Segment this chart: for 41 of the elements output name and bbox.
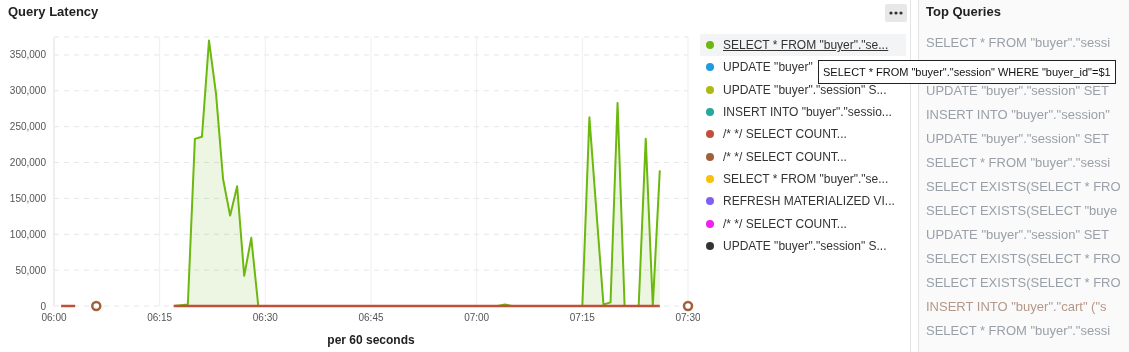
y-tick-label: 50,000 bbox=[15, 264, 47, 276]
legend-label: UPDATE "buyer"."session" S... bbox=[723, 238, 887, 253]
x-tick-label: 07:00 bbox=[464, 312, 490, 324]
text: INSERT INTO "buyer"."session" bbox=[926, 107, 1110, 122]
y-tick-label: 350,000 bbox=[9, 49, 47, 61]
text: SELECT * FROM "buyer"."sessi bbox=[926, 35, 1111, 50]
legend-label: REFRESH MATERIALIZED VI... bbox=[723, 194, 895, 209]
y-tick-label: 0 bbox=[40, 300, 47, 312]
chart-title: Query Latency bbox=[8, 4, 99, 19]
x-tick-label: 06:15 bbox=[147, 312, 173, 324]
y-tick-label: 200,000 bbox=[9, 157, 47, 169]
legend-label: UPDATE "buyer" bbox=[723, 60, 813, 75]
x-tick-label: 06:30 bbox=[252, 312, 279, 324]
legend-label: SELECT * FROM "buyer"."se... bbox=[723, 171, 889, 186]
legend-label: /* */ SELECT COUNT... bbox=[723, 149, 847, 164]
y-tick-label: 100,000 bbox=[9, 228, 47, 240]
legend-label: /* */ SELECT COUNT... bbox=[723, 216, 847, 231]
text: UPDATE "buyer"."session" SET bbox=[926, 227, 1109, 242]
y-tick-label: 300,000 bbox=[9, 85, 47, 97]
legend-label: /* */ SELECT COUNT... bbox=[723, 127, 847, 142]
x-tick-label: 06:00 bbox=[41, 312, 67, 324]
text: UPDATE "buyer"."session" SET bbox=[926, 83, 1109, 98]
text: SELECT EXISTS(SELECT * FRO bbox=[926, 251, 1121, 266]
text: SELECT EXISTS(SELECT "buye bbox=[926, 203, 1118, 218]
x-axis-title: per 60 seconds bbox=[326, 333, 416, 347]
x-tick-label: 07:30 bbox=[675, 312, 701, 324]
legend-label: INSERT INTO "buyer"."sessio... bbox=[723, 105, 892, 120]
text: SELECT * FROM "buyer"."sessi bbox=[926, 155, 1111, 170]
text: SELECT EXISTS(SELECT * FRO bbox=[926, 275, 1121, 290]
y-tick-label: 250,000 bbox=[9, 121, 47, 133]
y-tick-label: 150,000 bbox=[9, 192, 47, 204]
text: UPDATE "buyer"."session" SET bbox=[926, 131, 1109, 146]
x-tick-label: 06:45 bbox=[358, 312, 384, 324]
legend-label: SELECT * FROM "buyer"."se... bbox=[723, 38, 889, 53]
text: SELECT * FROM "buyer"."sessi bbox=[926, 323, 1111, 338]
x-tick-label: 07:15 bbox=[569, 312, 596, 324]
text: INSERT INTO "buyer"."cart" ("s bbox=[926, 299, 1107, 314]
text: SELECT * FROM "buyer"."session" WHERE "buyer_id"=$1 bbox=[818, 60, 1116, 84]
text: Top Queries bbox=[926, 4, 1001, 19]
text: SELECT EXISTS(SELECT * FRO bbox=[926, 179, 1121, 194]
legend-label: UPDATE "buyer"."session" S... bbox=[723, 82, 887, 97]
